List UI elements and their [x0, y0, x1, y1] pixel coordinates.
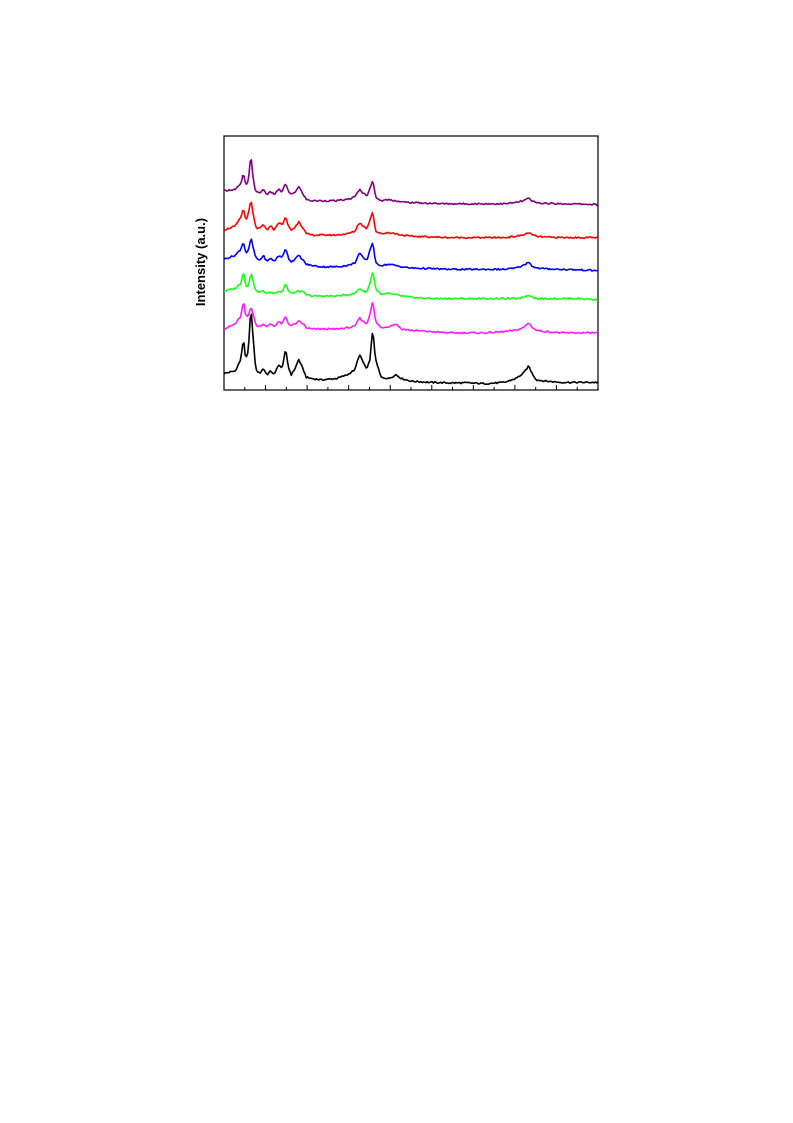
x-axis-ticks: [223, 385, 599, 390]
series-line: [223, 313, 599, 386]
series-line: [223, 238, 599, 272]
y-axis-label: Intensity (a.u.): [193, 218, 208, 306]
series-line: [223, 201, 599, 240]
series-layer: [223, 159, 599, 386]
series-line: [223, 159, 599, 207]
plot-frame: [223, 135, 599, 391]
series-line: [223, 301, 599, 335]
series-line: [223, 272, 599, 302]
